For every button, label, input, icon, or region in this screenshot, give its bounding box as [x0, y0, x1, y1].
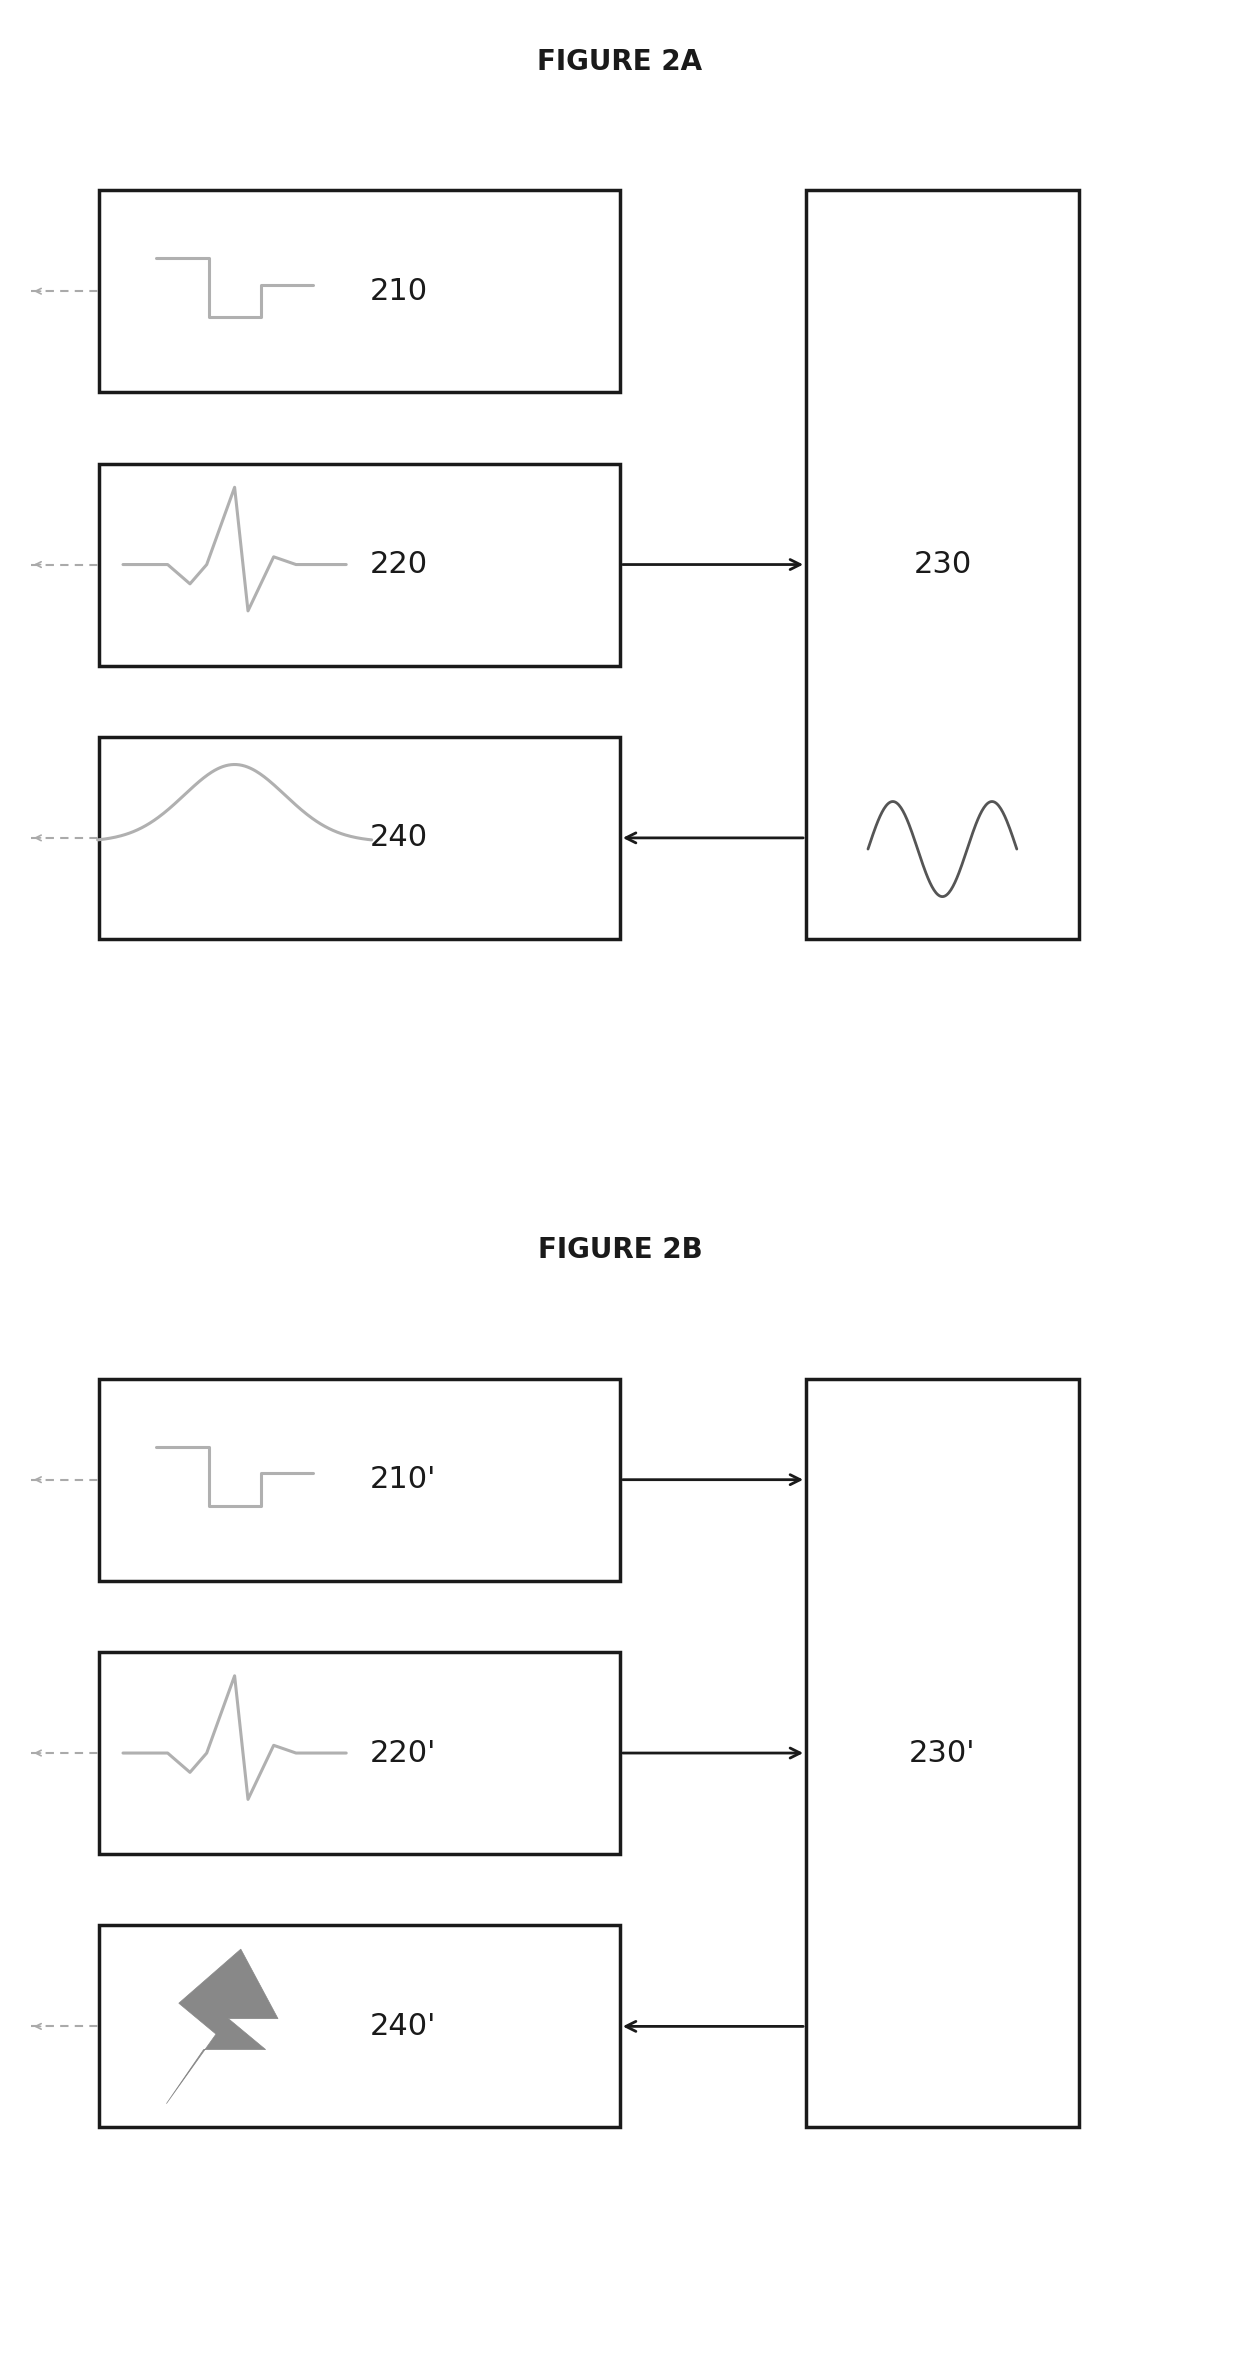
- FancyBboxPatch shape: [806, 190, 1079, 939]
- Polygon shape: [166, 1949, 278, 2104]
- Text: FIGURE 2B: FIGURE 2B: [538, 1236, 702, 1265]
- Text: 230: 230: [914, 549, 971, 580]
- FancyBboxPatch shape: [99, 464, 620, 666]
- Text: 220': 220': [370, 1738, 436, 1768]
- FancyBboxPatch shape: [99, 1379, 620, 1581]
- Text: FIGURE 2A: FIGURE 2A: [537, 48, 703, 76]
- Text: 210: 210: [370, 276, 428, 307]
- Text: 240': 240': [370, 2011, 436, 2042]
- Text: 210': 210': [370, 1464, 436, 1495]
- FancyBboxPatch shape: [99, 737, 620, 939]
- Text: 240: 240: [370, 822, 428, 853]
- FancyBboxPatch shape: [99, 190, 620, 392]
- FancyBboxPatch shape: [806, 1379, 1079, 2127]
- FancyBboxPatch shape: [99, 1925, 620, 2127]
- Text: 230': 230': [909, 1738, 976, 1768]
- Text: 220: 220: [370, 549, 428, 580]
- FancyBboxPatch shape: [99, 1652, 620, 1854]
